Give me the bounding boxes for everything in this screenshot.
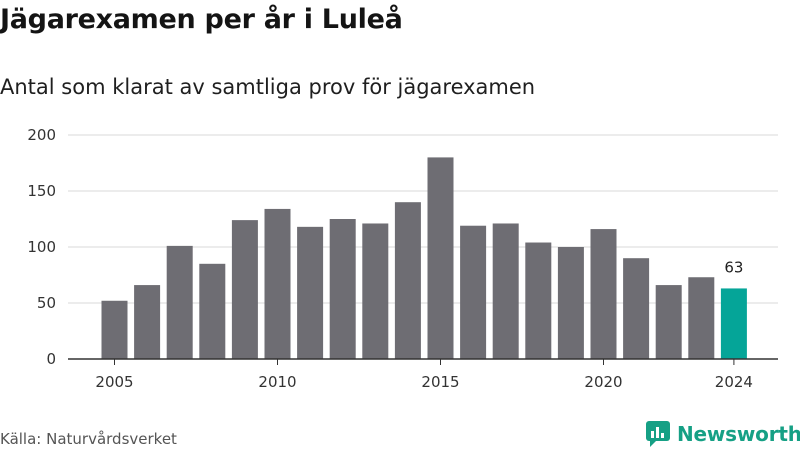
source-note: Källa: Naturvårdsverket [0, 430, 177, 448]
bar-2018 [525, 242, 552, 359]
chart-subtitle: Antal som klarat av samtliga prov för jä… [0, 75, 536, 99]
bar-2022 [655, 285, 682, 359]
chart-title: Jägarexamen per år i Luleå [0, 4, 403, 35]
x-tick-label: 2020 [584, 373, 622, 391]
y-tick-label: 200 [27, 126, 56, 144]
bar-2012 [329, 219, 356, 359]
bar-2015 [427, 157, 454, 359]
bar-2017 [492, 223, 519, 359]
bar-2011 [297, 226, 324, 359]
newsworthy-logo: Newsworthy [645, 420, 800, 448]
bar-2024 [720, 288, 747, 359]
bar-2009 [231, 220, 258, 359]
bar-2016 [460, 225, 487, 359]
newsworthy-logo-icon [646, 421, 670, 447]
bar-2020 [590, 229, 617, 359]
bar-2006 [134, 285, 161, 359]
y-tick-label: 50 [37, 294, 56, 312]
bar-2014 [394, 202, 421, 359]
y-tick-label: 100 [27, 238, 56, 256]
bar-2013 [362, 223, 389, 359]
bar-2023 [688, 277, 715, 359]
bar-2008 [199, 263, 226, 359]
newsworthy-logo-text: Newsworthy [677, 422, 800, 446]
bar-2010 [264, 208, 291, 359]
x-tick-label: 2015 [421, 373, 459, 391]
bar-2005 [101, 300, 128, 359]
bar-2021 [623, 258, 650, 359]
x-tick-label: 2005 [95, 373, 133, 391]
bar-2007 [166, 245, 193, 359]
x-tick-label: 2024 [715, 373, 753, 391]
bar-2019 [557, 247, 584, 359]
y-tick-label: 0 [46, 350, 56, 368]
x-tick-label: 2010 [258, 373, 296, 391]
data-label: 63 [724, 258, 743, 276]
y-tick-label: 150 [27, 182, 56, 200]
